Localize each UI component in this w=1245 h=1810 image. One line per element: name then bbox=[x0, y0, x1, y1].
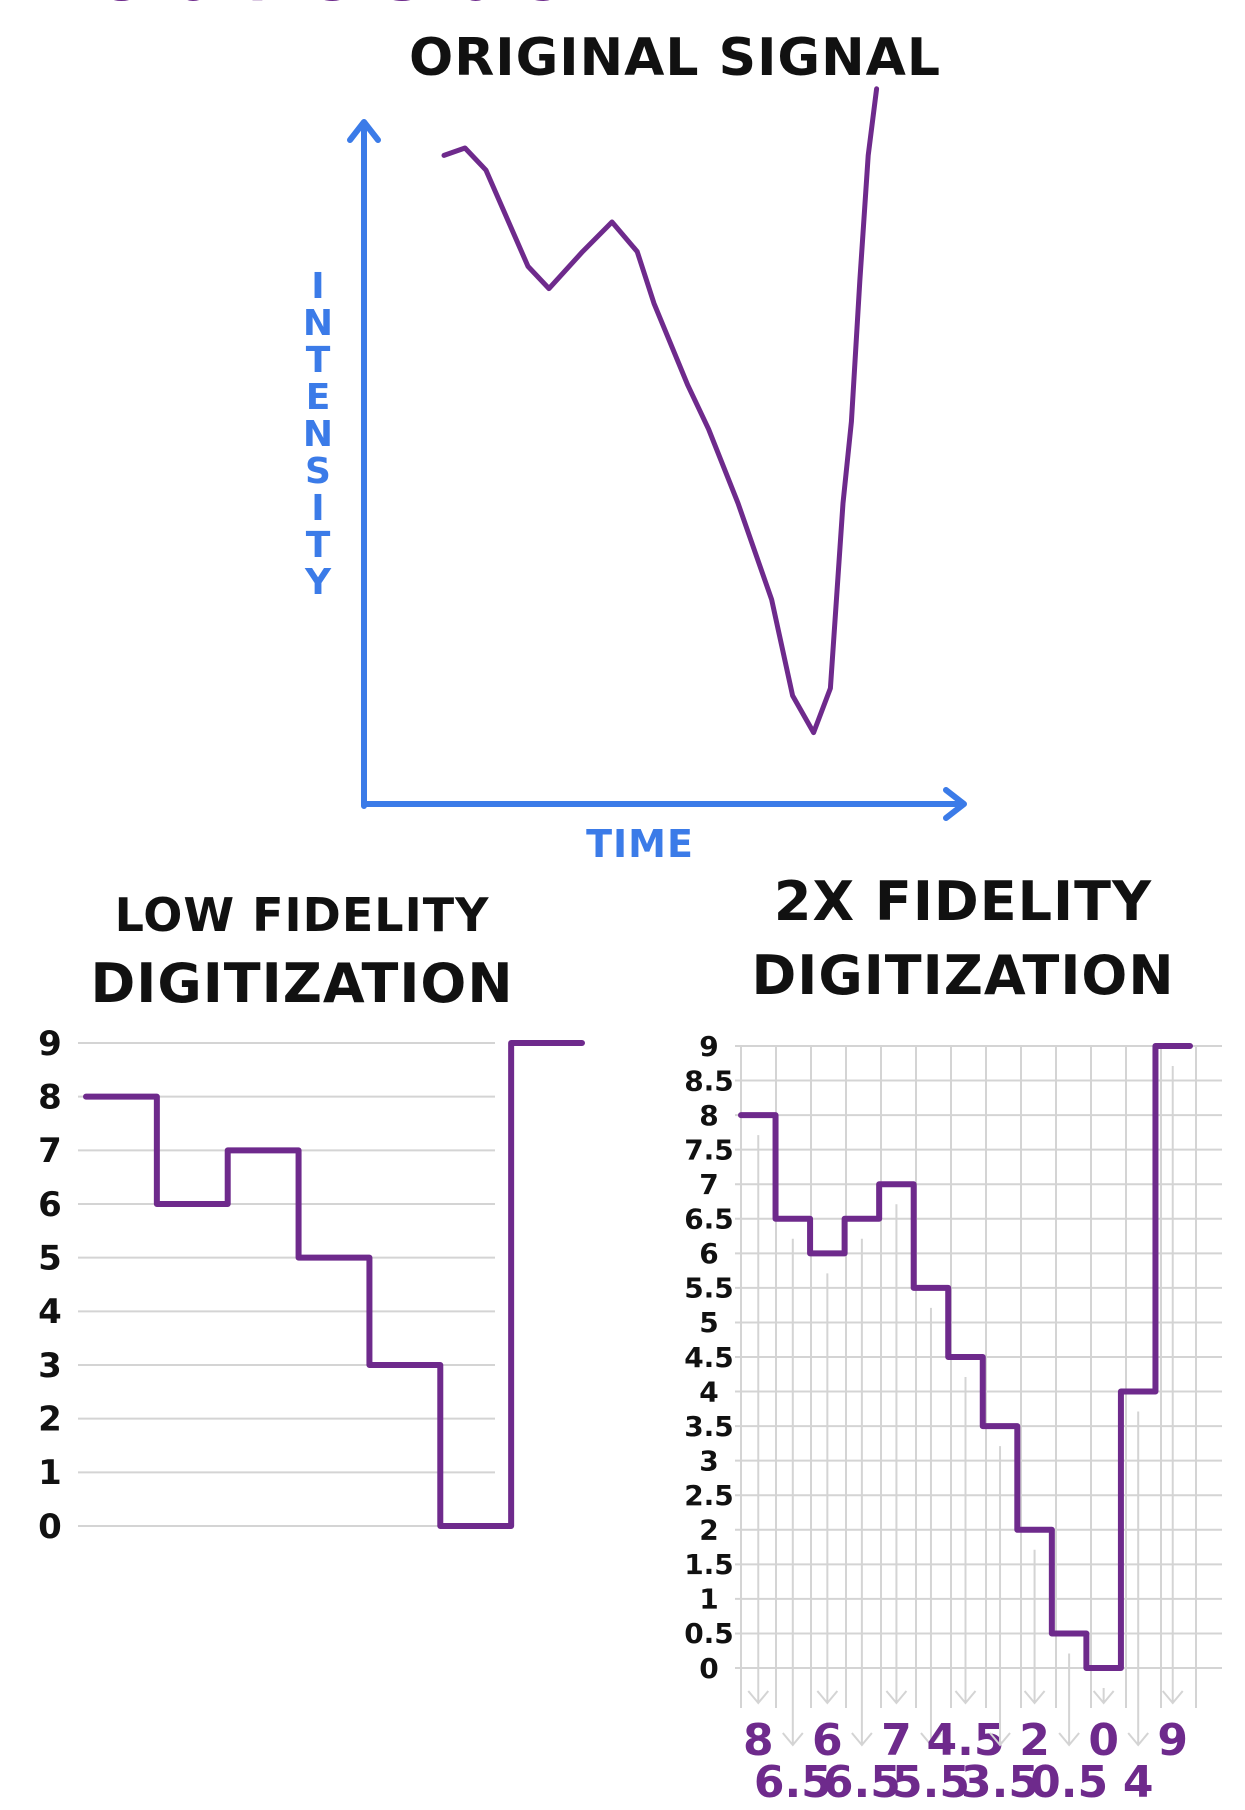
y-tick-label: 7.5 bbox=[684, 1133, 734, 1166]
y-tick-label: 4.5 bbox=[684, 1341, 734, 1374]
sample-value-label: 7 bbox=[244, 0, 282, 13]
y-tick-label: 5 bbox=[38, 1239, 62, 1279]
y-tick-label: 9 bbox=[38, 1024, 62, 1064]
sample-value-label: 6 bbox=[173, 0, 211, 13]
y-tick-label: 7 bbox=[699, 1168, 718, 1201]
sample-arrow bbox=[782, 1238, 804, 1747]
original-signal-title: Original Signal bbox=[408, 28, 942, 88]
y-tick-label: 8 bbox=[699, 1099, 718, 1132]
y-tick-label: 1.5 bbox=[684, 1548, 734, 1581]
low-fidelity-title-line2: Digitization bbox=[90, 952, 514, 1015]
digitized-step-line bbox=[83, 1040, 585, 1529]
y-tick-label: 4 bbox=[699, 1375, 718, 1408]
sample-arrow bbox=[816, 1273, 839, 1705]
y-tick-label: 0 bbox=[38, 1507, 62, 1547]
sample-arrow bbox=[1058, 1653, 1080, 1747]
sample-arrow bbox=[851, 1238, 873, 1747]
y-tick-label: 5.5 bbox=[684, 1272, 734, 1305]
sample-value-label: 5.5 bbox=[892, 1757, 970, 1808]
y-tick-label: 1 bbox=[38, 1453, 62, 1493]
sample-value-label: 9 bbox=[1157, 1715, 1188, 1766]
sample-arrow bbox=[989, 1446, 1011, 1747]
sample-value-label: 5 bbox=[315, 0, 353, 13]
sample-value-label: 7 bbox=[881, 1715, 912, 1766]
sample-arrow bbox=[954, 1377, 977, 1705]
sample-arrow bbox=[1092, 1688, 1115, 1705]
sample-value-label: 8 bbox=[743, 1715, 774, 1766]
sample-value-label: 6 bbox=[812, 1715, 843, 1766]
y-tick-label: 2 bbox=[699, 1514, 718, 1547]
y-tick-label: 5 bbox=[699, 1306, 718, 1339]
y-tick-label: 4 bbox=[38, 1292, 62, 1332]
y-tick-label: 7 bbox=[38, 1131, 62, 1171]
sample-value-label: 3.5 bbox=[961, 1757, 1039, 1808]
y-tick-label: 9 bbox=[699, 1030, 718, 1063]
y-tick-label: 6 bbox=[699, 1237, 718, 1270]
sample-value-label: 0 bbox=[457, 0, 495, 13]
sample-value-label: 4.5 bbox=[927, 1715, 1005, 1766]
sample-arrow bbox=[1127, 1411, 1149, 1747]
x-axis-arrow bbox=[361, 787, 967, 821]
signal-curve bbox=[441, 86, 880, 736]
y-tick-label: 8.5 bbox=[684, 1064, 734, 1097]
y-axis-arrow bbox=[347, 119, 381, 809]
digitized-step-line bbox=[738, 1043, 1193, 1671]
y-tick-label: 3 bbox=[38, 1346, 62, 1386]
y-tick-label: 2.5 bbox=[684, 1479, 734, 1512]
sample-value-label: 4 bbox=[1123, 1757, 1154, 1808]
low-fidelity-title-line1: Low Fidelity bbox=[114, 888, 490, 942]
y-tick-label: 0 bbox=[699, 1652, 718, 1685]
y-tick-label: 3 bbox=[699, 1444, 718, 1477]
y-tick-label: 6 bbox=[38, 1185, 62, 1225]
sample-value-label: 6.5 bbox=[823, 1757, 901, 1808]
high-fidelity-title-line2: Digitization bbox=[751, 944, 1175, 1007]
sample-value-label: 3 bbox=[386, 0, 424, 13]
y-tick-label: 3.5 bbox=[684, 1410, 734, 1443]
sample-value-label: 2 bbox=[1019, 1715, 1050, 1766]
intensity-axis-label: INTENSITY bbox=[302, 266, 334, 603]
sample-value-label: 8 bbox=[103, 0, 141, 13]
sample-arrow bbox=[1023, 1549, 1046, 1705]
time-axis-label: Time bbox=[586, 822, 694, 866]
y-tick-label: 8 bbox=[38, 1078, 62, 1118]
y-tick-label: 2 bbox=[38, 1400, 62, 1440]
sample-arrow bbox=[920, 1307, 942, 1747]
y-tick-label: 1 bbox=[699, 1583, 718, 1616]
high-fidelity-title-line1: 2x Fidelity bbox=[773, 870, 1153, 933]
sample-value-label: 6.5 bbox=[754, 1757, 832, 1808]
sample-value-label: 9 bbox=[528, 0, 566, 13]
y-tick-label: 0.5 bbox=[684, 1617, 734, 1650]
sample-value-label: 0 bbox=[1088, 1715, 1119, 1766]
y-tick-label: 6.5 bbox=[684, 1203, 734, 1236]
sample-value-label: 0.5 bbox=[1030, 1757, 1108, 1808]
sample-arrow bbox=[747, 1135, 770, 1705]
sample-arrow bbox=[885, 1204, 908, 1705]
sample-arrow bbox=[1161, 1066, 1184, 1705]
